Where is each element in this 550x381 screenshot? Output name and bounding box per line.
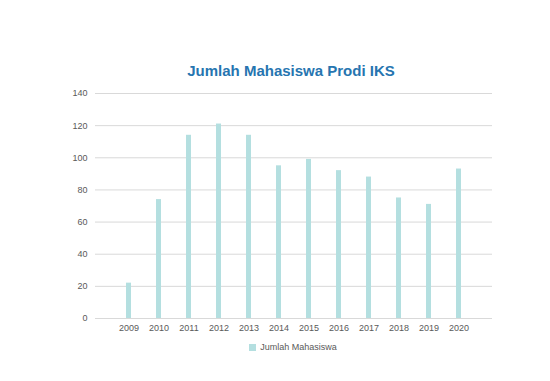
html-text:Jumlah Mahasiswa: Jumlah Mahasiswa: [260, 342, 337, 352]
svg-text:100: 100: [72, 153, 87, 163]
svg-text:2020: 2020: [449, 323, 469, 333]
svg-text:120: 120: [72, 121, 87, 131]
svg-text:40: 40: [77, 249, 87, 259]
svg-text:2011: 2011: [179, 323, 198, 333]
svg-text:2018: 2018: [389, 323, 409, 333]
svg-text:0: 0: [82, 313, 87, 323]
svg-text:2016: 2016: [329, 323, 349, 333]
svg-text:60: 60: [77, 217, 87, 227]
html-text:Jumlah Mahasiswa Prodi IKS: Jumlah Mahasiswa Prodi IKS: [187, 62, 395, 79]
svg-text:2019: 2019: [419, 323, 439, 333]
svg-text:2014: 2014: [269, 323, 289, 333]
svg-text:2009: 2009: [119, 323, 139, 333]
svg-text:2013: 2013: [239, 323, 259, 333]
svg-text:2012: 2012: [209, 323, 229, 333]
svg-text:20: 20: [77, 281, 87, 291]
svg-text:2015: 2015: [299, 323, 319, 333]
svg-text:80: 80: [77, 185, 87, 195]
svg-text:2017: 2017: [359, 323, 379, 333]
svg-text:140: 140: [72, 88, 87, 98]
svg-text:2010: 2010: [149, 323, 169, 333]
